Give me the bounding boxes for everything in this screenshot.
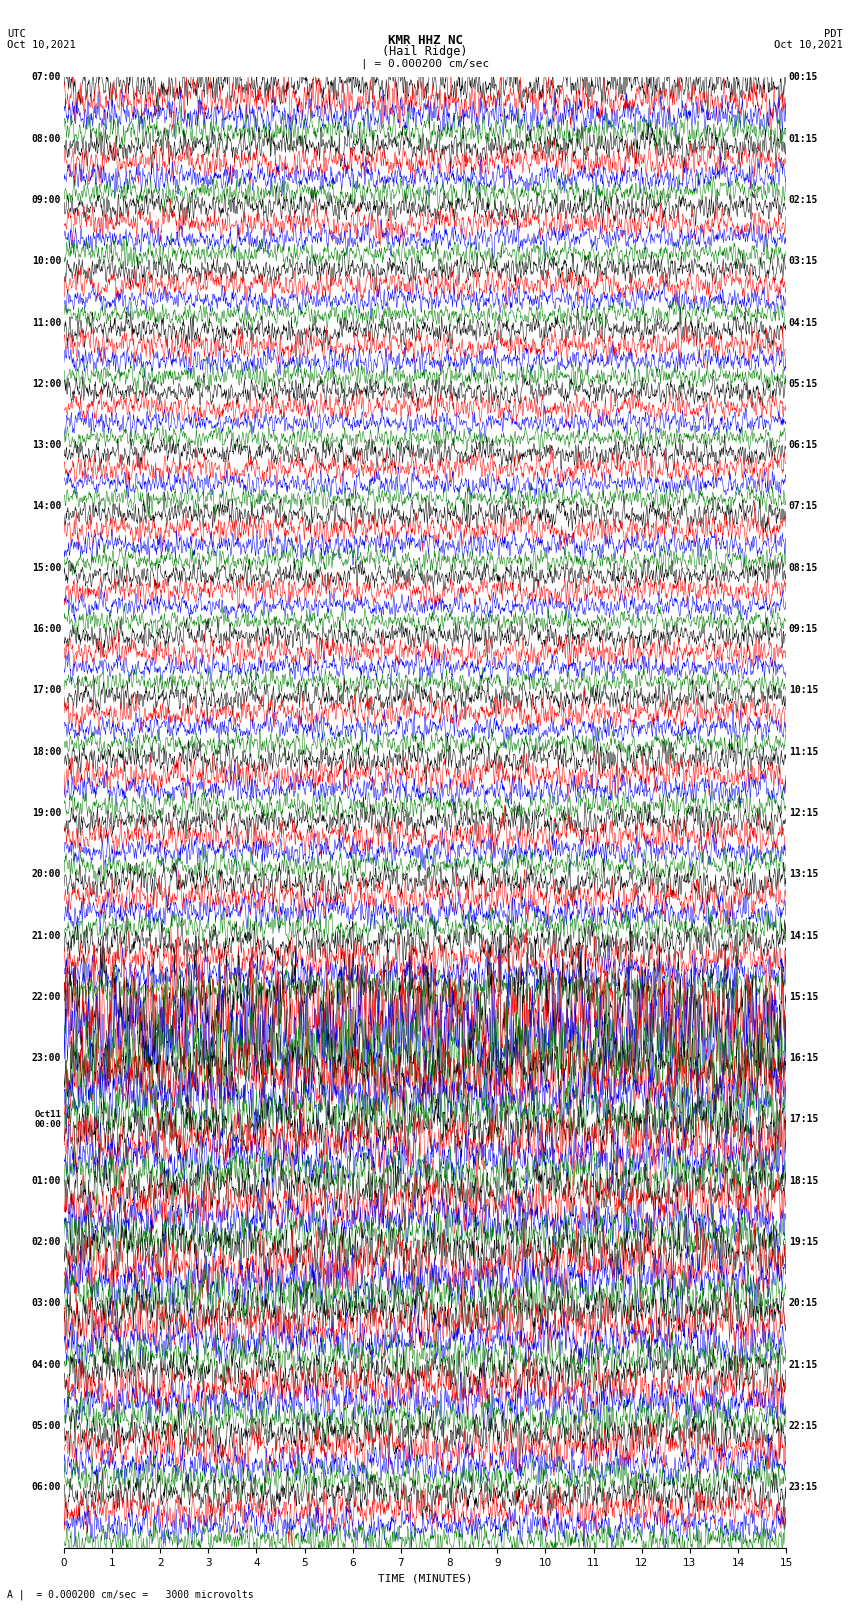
- Text: 18:00: 18:00: [31, 747, 61, 756]
- Text: 14:15: 14:15: [789, 931, 819, 940]
- Text: | = 0.000200 cm/sec: | = 0.000200 cm/sec: [361, 58, 489, 69]
- Text: 13:15: 13:15: [789, 869, 819, 879]
- Text: 13:00: 13:00: [31, 440, 61, 450]
- Text: 06:15: 06:15: [789, 440, 819, 450]
- Text: 17:00: 17:00: [31, 686, 61, 695]
- Text: 09:15: 09:15: [789, 624, 819, 634]
- Text: 12:15: 12:15: [789, 808, 819, 818]
- Text: 16:15: 16:15: [789, 1053, 819, 1063]
- Text: 11:15: 11:15: [789, 747, 819, 756]
- Text: UTC: UTC: [7, 29, 26, 39]
- Text: Oct 10,2021: Oct 10,2021: [7, 40, 76, 50]
- Text: 10:00: 10:00: [31, 256, 61, 266]
- Text: 07:15: 07:15: [789, 502, 819, 511]
- Text: A |  = 0.000200 cm/sec =   3000 microvolts: A | = 0.000200 cm/sec = 3000 microvolts: [7, 1589, 253, 1600]
- Text: (Hail Ridge): (Hail Ridge): [382, 45, 468, 58]
- Text: 20:00: 20:00: [31, 869, 61, 879]
- Text: 11:00: 11:00: [31, 318, 61, 327]
- Text: 22:15: 22:15: [789, 1421, 819, 1431]
- Text: 09:00: 09:00: [31, 195, 61, 205]
- Text: 07:00: 07:00: [31, 73, 61, 82]
- X-axis label: TIME (MINUTES): TIME (MINUTES): [377, 1574, 473, 1584]
- Text: 19:00: 19:00: [31, 808, 61, 818]
- Text: KMR HHZ NC: KMR HHZ NC: [388, 34, 462, 47]
- Text: 06:00: 06:00: [31, 1482, 61, 1492]
- Text: 15:00: 15:00: [31, 563, 61, 573]
- Text: 23:00: 23:00: [31, 1053, 61, 1063]
- Text: 14:00: 14:00: [31, 502, 61, 511]
- Text: 02:15: 02:15: [789, 195, 819, 205]
- Text: 05:15: 05:15: [789, 379, 819, 389]
- Text: 20:15: 20:15: [789, 1298, 819, 1308]
- Text: 00:00: 00:00: [34, 1119, 61, 1129]
- Text: 15:15: 15:15: [789, 992, 819, 1002]
- Text: 23:15: 23:15: [789, 1482, 819, 1492]
- Text: 19:15: 19:15: [789, 1237, 819, 1247]
- Text: PDT: PDT: [824, 29, 843, 39]
- Text: 04:15: 04:15: [789, 318, 819, 327]
- Text: Oct11: Oct11: [34, 1110, 61, 1119]
- Text: 18:15: 18:15: [789, 1176, 819, 1186]
- Text: 01:00: 01:00: [31, 1176, 61, 1186]
- Text: 10:15: 10:15: [789, 686, 819, 695]
- Text: 21:15: 21:15: [789, 1360, 819, 1369]
- Text: 03:15: 03:15: [789, 256, 819, 266]
- Text: 21:00: 21:00: [31, 931, 61, 940]
- Text: 05:00: 05:00: [31, 1421, 61, 1431]
- Text: 16:00: 16:00: [31, 624, 61, 634]
- Text: 01:15: 01:15: [789, 134, 819, 144]
- Text: 02:00: 02:00: [31, 1237, 61, 1247]
- Text: Oct 10,2021: Oct 10,2021: [774, 40, 843, 50]
- Text: 00:15: 00:15: [789, 73, 819, 82]
- Text: 08:15: 08:15: [789, 563, 819, 573]
- Text: 22:00: 22:00: [31, 992, 61, 1002]
- Text: 08:00: 08:00: [31, 134, 61, 144]
- Text: 12:00: 12:00: [31, 379, 61, 389]
- Text: 03:00: 03:00: [31, 1298, 61, 1308]
- Text: 04:00: 04:00: [31, 1360, 61, 1369]
- Text: 17:15: 17:15: [789, 1115, 819, 1124]
